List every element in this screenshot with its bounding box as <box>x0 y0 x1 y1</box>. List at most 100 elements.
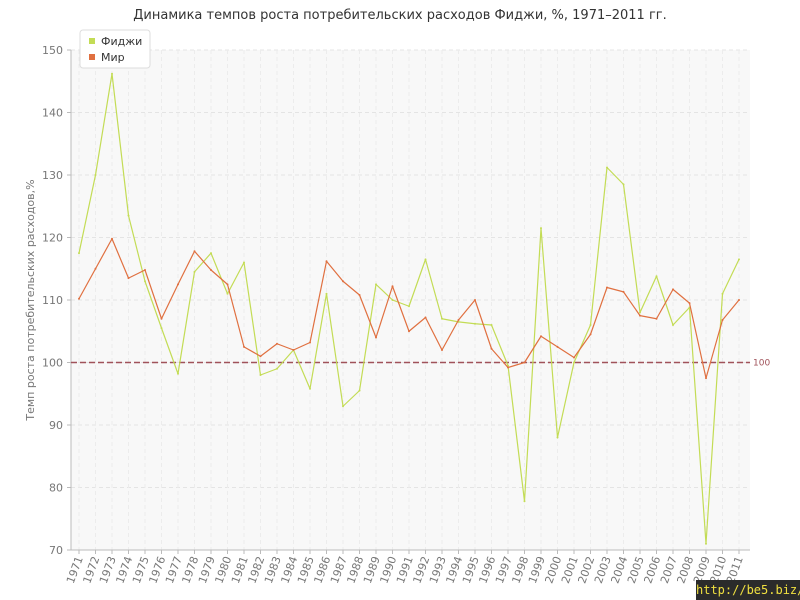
data-point-fiji <box>408 305 410 308</box>
data-point-fiji <box>556 436 559 439</box>
data-point-world <box>688 302 691 305</box>
data-point-world <box>424 316 427 319</box>
data-point-world <box>655 317 658 320</box>
data-point-world <box>721 319 724 321</box>
data-point-fiji <box>309 387 311 390</box>
series-layer <box>78 72 740 545</box>
data-point-world <box>540 335 542 338</box>
data-point-fiji <box>424 258 427 261</box>
data-point-world <box>276 342 278 345</box>
data-point-fiji <box>358 389 361 392</box>
data-point-fiji <box>391 299 394 301</box>
data-point-world <box>160 317 163 320</box>
data-point-fiji <box>738 258 740 261</box>
data-point-world <box>243 345 245 348</box>
data-point-fiji <box>655 275 658 278</box>
data-point-world <box>259 355 262 358</box>
legend-label-world: Мир <box>101 51 125 64</box>
data-point-world <box>573 356 575 359</box>
x-tick-labels: 1971197219731974197519761977197819791980… <box>64 550 746 585</box>
data-point-fiji <box>325 292 328 295</box>
data-point-world <box>226 283 229 286</box>
data-point-fiji <box>441 317 443 320</box>
y-tick-label: 100 <box>42 357 63 370</box>
data-point-fiji <box>276 367 278 370</box>
watermark-link[interactable]: http://be5.biz/ <box>696 580 800 600</box>
data-point-fiji <box>160 327 163 330</box>
chart-title: Динамика темпов роста потребительских ра… <box>133 8 667 23</box>
data-point-world <box>111 237 113 240</box>
data-point-world <box>589 333 592 336</box>
data-point-world <box>210 269 212 271</box>
data-point-world <box>375 336 377 339</box>
data-point-fiji <box>177 372 179 375</box>
data-point-world <box>507 366 509 369</box>
data-point-world <box>441 349 443 351</box>
data-point-fiji <box>111 72 113 75</box>
data-point-world <box>292 349 295 351</box>
data-point-fiji <box>622 183 625 186</box>
data-point-fiji <box>193 270 196 273</box>
legend-label-fiji: Фиджи <box>101 35 142 48</box>
y-tick-labels: 70 80 90 100 110 120 130 140 150 <box>42 44 71 557</box>
data-point-fiji <box>606 166 608 169</box>
legend-box <box>79 29 151 69</box>
data-point-world <box>474 299 476 301</box>
data-point-fiji <box>375 283 377 286</box>
data-point-world <box>391 285 394 288</box>
data-point-world <box>556 345 559 348</box>
data-point-fiji <box>490 324 493 326</box>
data-point-fiji <box>672 324 674 326</box>
y-tick-label: 120 <box>42 232 63 245</box>
y-tick-label: 150 <box>42 44 63 57</box>
data-point-fiji <box>243 261 245 264</box>
data-point-fiji <box>523 500 526 503</box>
data-point-fiji <box>639 311 641 314</box>
data-point-world <box>408 330 410 333</box>
y-axis-title: Темп роста потребительских расходов,% <box>24 179 37 421</box>
data-point-fiji <box>573 361 575 364</box>
data-point-world <box>738 299 740 301</box>
y-tick-label: 140 <box>42 107 63 120</box>
data-point-world <box>193 250 196 253</box>
data-point-fiji <box>474 322 476 325</box>
data-point-fiji <box>226 292 229 295</box>
data-point-world <box>457 319 460 321</box>
y-tick-label: 70 <box>49 544 63 557</box>
data-point-world <box>358 294 361 296</box>
data-point-fiji <box>78 252 80 255</box>
data-point-fiji <box>144 280 146 283</box>
y-tick-label: 90 <box>49 419 63 432</box>
data-point-fiji <box>210 252 212 255</box>
legend-swatch-fiji <box>89 38 95 44</box>
legend-swatch-world <box>89 54 95 60</box>
data-point-fiji <box>589 324 592 326</box>
data-point-world <box>639 314 641 317</box>
reference-line-label: 100 <box>753 359 770 369</box>
y-tick-label: 80 <box>49 482 63 495</box>
data-point-world <box>342 280 344 283</box>
y-tick-label: 110 <box>42 294 63 307</box>
grid-layer <box>71 49 750 550</box>
data-point-world <box>127 277 130 280</box>
reference-line-group: 100 <box>71 359 770 369</box>
data-point-fiji <box>94 174 97 176</box>
data-point-world <box>622 290 625 293</box>
data-point-fiji <box>342 405 344 408</box>
data-point-world <box>144 269 146 271</box>
data-point-fiji <box>705 542 707 545</box>
legend: Фиджи Мир <box>79 29 151 69</box>
data-point-world <box>606 286 608 289</box>
data-point-world <box>523 361 526 364</box>
data-point-fiji <box>127 214 130 217</box>
data-point-world <box>325 260 328 263</box>
data-point-world <box>78 297 80 300</box>
data-point-world <box>672 288 674 291</box>
data-point-fiji <box>259 374 262 376</box>
data-point-world <box>705 377 707 380</box>
data-point-world <box>94 267 97 270</box>
y-tick-label: 130 <box>42 169 63 182</box>
data-point-world <box>309 341 311 344</box>
data-point-fiji <box>721 292 724 295</box>
